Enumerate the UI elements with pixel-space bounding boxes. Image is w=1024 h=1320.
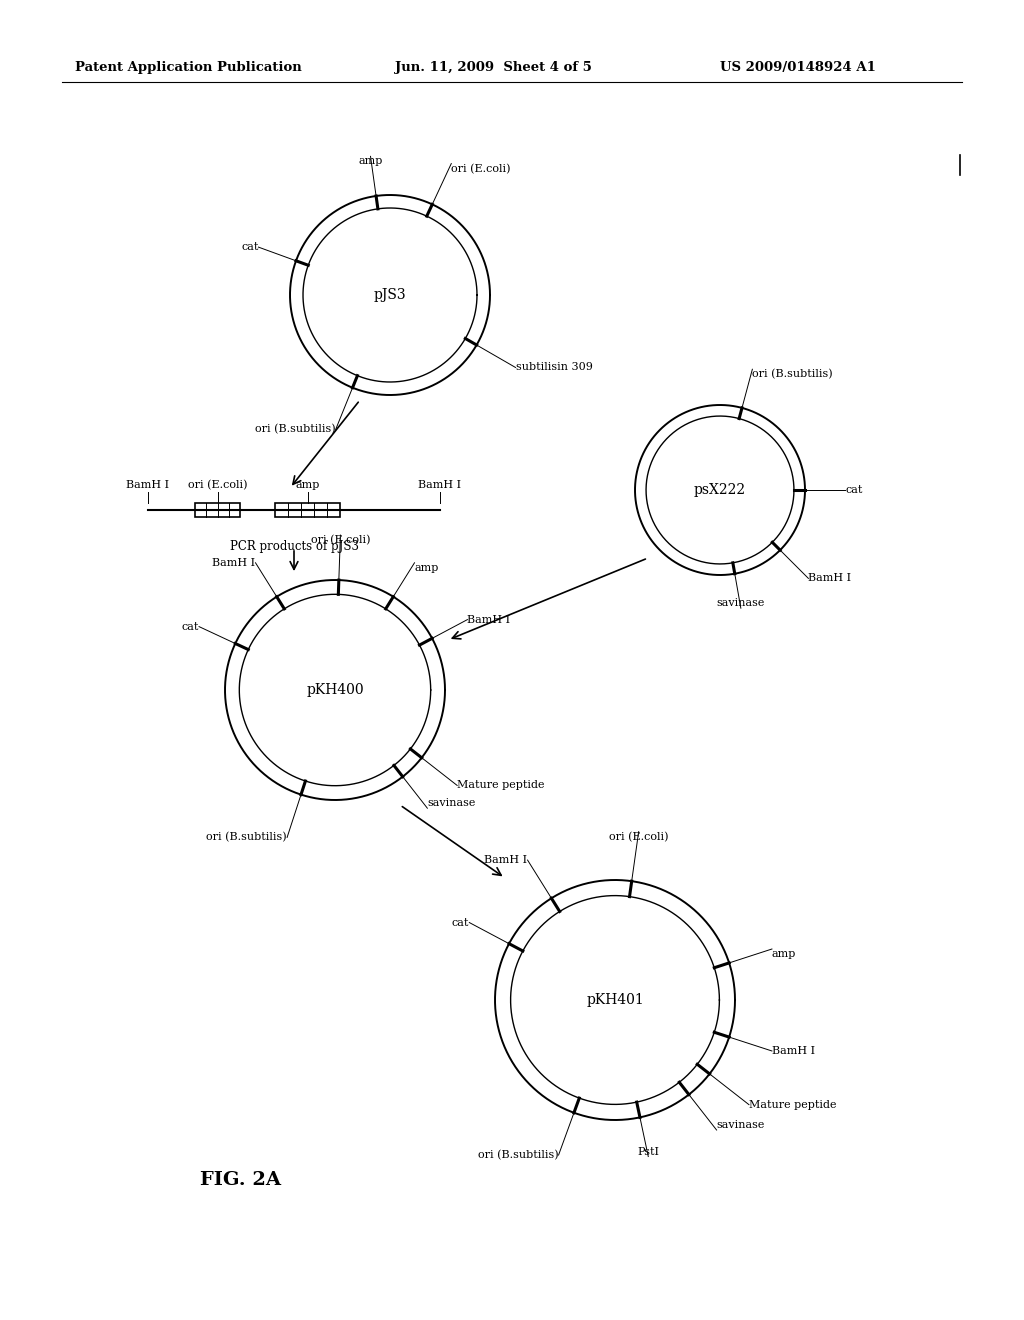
- Text: Mature peptide: Mature peptide: [457, 780, 545, 791]
- Text: BamH I: BamH I: [484, 855, 527, 865]
- Text: amp: amp: [772, 949, 797, 960]
- Text: ori (E.coli): ori (E.coli): [452, 164, 511, 174]
- Text: ori (B.subtilis): ori (B.subtilis): [207, 832, 287, 842]
- Text: FIG. 2A: FIG. 2A: [200, 1171, 281, 1189]
- Text: ori (E.coli): ori (E.coli): [310, 535, 370, 545]
- Text: US 2009/0148924 A1: US 2009/0148924 A1: [720, 62, 876, 74]
- Text: BamH I: BamH I: [808, 573, 852, 583]
- Text: ori (B.subtilis): ori (B.subtilis): [255, 424, 336, 434]
- Text: Jun. 11, 2009  Sheet 4 of 5: Jun. 11, 2009 Sheet 4 of 5: [395, 62, 592, 74]
- Text: pKH400: pKH400: [306, 682, 364, 697]
- Text: ori (E.coli): ori (E.coli): [609, 832, 669, 842]
- Text: savinase: savinase: [427, 799, 476, 808]
- Text: pKH401: pKH401: [586, 993, 644, 1007]
- Text: amp: amp: [415, 562, 439, 573]
- Text: PCR products of pJS3: PCR products of pJS3: [229, 540, 358, 553]
- Text: psX222: psX222: [694, 483, 746, 498]
- Text: BamH I: BamH I: [212, 558, 256, 568]
- Text: BamH I: BamH I: [126, 480, 170, 490]
- Text: subtilisin 309: subtilisin 309: [515, 363, 593, 372]
- Text: savinase: savinase: [717, 1121, 765, 1130]
- Text: Mature peptide: Mature peptide: [749, 1100, 837, 1110]
- Text: cat: cat: [241, 242, 258, 252]
- Bar: [275, 503, 340, 517]
- Text: BamH I: BamH I: [419, 480, 462, 490]
- Text: cat: cat: [845, 484, 862, 495]
- Text: PstI: PstI: [637, 1147, 659, 1156]
- Text: cat: cat: [452, 917, 469, 928]
- Text: pJS3: pJS3: [374, 288, 407, 302]
- Text: savinase: savinase: [717, 598, 765, 609]
- Text: BamH I: BamH I: [467, 615, 511, 624]
- Text: amp: amp: [296, 480, 321, 490]
- Text: ori (B.subtilis): ori (B.subtilis): [753, 370, 833, 380]
- Text: ori (E.coli): ori (E.coli): [188, 479, 248, 490]
- Text: cat: cat: [181, 622, 199, 631]
- Text: Patent Application Publication: Patent Application Publication: [75, 62, 302, 74]
- Bar: [195, 503, 240, 517]
- Text: amp: amp: [358, 156, 383, 166]
- Text: BamH I: BamH I: [772, 1045, 815, 1056]
- Text: ori (B.subtilis): ori (B.subtilis): [478, 1150, 558, 1160]
